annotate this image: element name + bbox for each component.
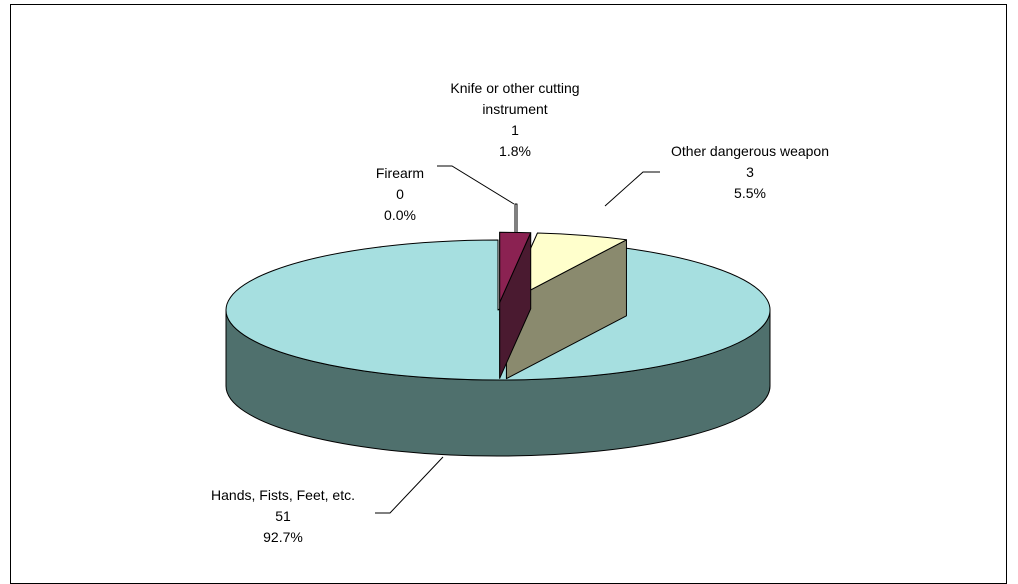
slice-hands-fists-feet-etc [225,239,771,457]
label-firearm-value: 0 [396,186,404,202]
label-firearm-name: Firearm [375,165,425,181]
label-knife-name-line1: Knife or other cutting [450,80,580,96]
slice-knife-or-other-cutting-instrument [499,231,532,379]
leader-line-hands [375,456,444,514]
slice-knife-or-other-cutting-instrument-top [499,231,532,303]
label-knife: Knife or other cutting instrument 1 1.8% [440,78,590,162]
label-other-weapon-value: 3 [746,164,754,180]
label-knife-percent: 1.8% [499,143,531,159]
label-firearm-percent: 0.0% [384,207,416,223]
slice-other-dangerous-weapon-top [505,232,627,304]
label-other-weapon: Other dangerous weapon 3 5.5% [660,141,840,204]
label-knife-value: 1 [511,122,519,138]
label-hands: Hands, Fists, Feet, etc. 51 92.7% [188,485,378,548]
label-hands-value: 51 [275,508,291,524]
label-hands-percent: 92.7% [263,529,303,545]
slice-hands-fists-feet-etc-top [225,239,771,381]
label-hands-name: Hands, Fists, Feet, etc. [211,487,355,503]
leader-line-other-weapon [604,171,660,207]
leader-line-firearm [437,165,515,205]
label-other-weapon-name: Other dangerous weapon [671,143,829,159]
label-knife-name-line2: instrument [482,101,548,117]
label-other-weapon-percent: 5.5% [734,185,766,201]
label-firearm: Firearm 0 0.0% [370,163,430,226]
